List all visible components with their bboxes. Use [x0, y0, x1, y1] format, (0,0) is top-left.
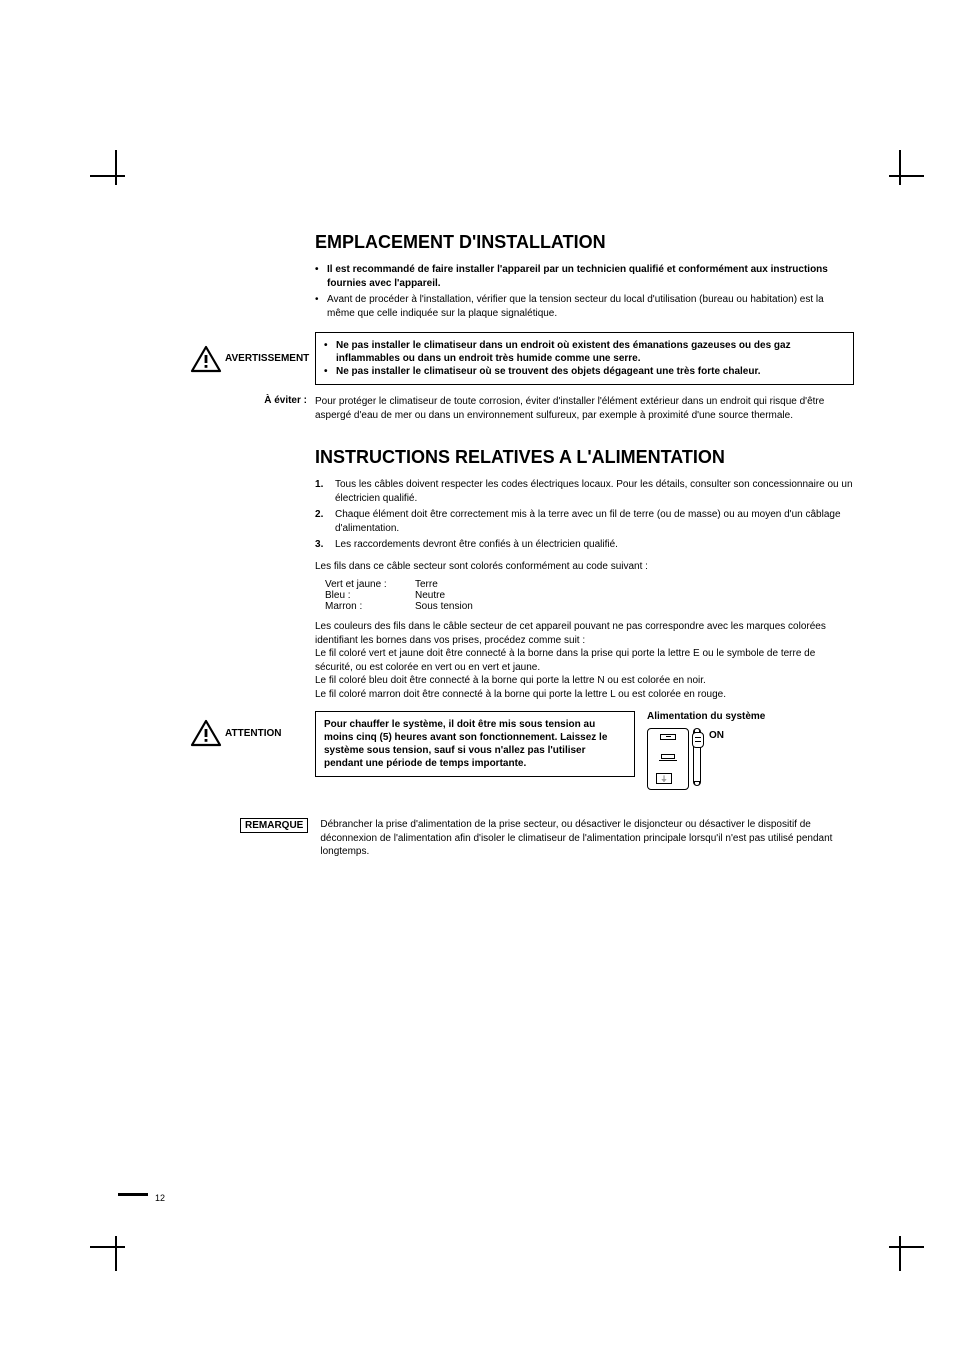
wire-function: Neutre [415, 590, 445, 601]
warning-block: AVERTISSEMENT Ne pas installer le climat… [190, 332, 854, 385]
wire-color: Vert et jaune : [325, 579, 415, 590]
remark-text: Débrancher la prise d'alimentation de la… [320, 818, 854, 859]
on-label: ON [709, 730, 724, 741]
list-item: Tous les câbles doivent respecter les co… [315, 478, 854, 505]
warning-icon-block: AVERTISSEMENT [190, 345, 315, 373]
warning-box: Ne pas installer le climatiseur dans un … [315, 332, 854, 385]
section1-bullets: Il est recommandé de faire installer l'a… [315, 263, 854, 320]
aviter-label: À éviter : [190, 395, 315, 422]
section2-title: INSTRUCTIONS RELATIVES A L'ALIMENTATION [315, 447, 854, 468]
wire-para: Le fil coloré vert et jaune doit être co… [315, 647, 854, 674]
breaker-box-icon: ⏚ [647, 728, 689, 790]
list-item: Chaque élément doit être correctement mi… [315, 508, 854, 535]
power-diagram: ⏚ ON [647, 728, 765, 790]
wire-para: Les couleurs des fils dans le câble sect… [315, 620, 854, 647]
attention-row: ATTENTION Pour chauffer le système, il d… [190, 711, 854, 790]
remark-label: REMARQUE [240, 818, 308, 833]
remark-row: REMARQUE Débrancher la prise d'alimentat… [190, 818, 854, 859]
page-number-bar [118, 1193, 148, 1196]
wire-color: Bleu : [325, 590, 415, 601]
bullet-item: Il est recommandé de faire installer l'a… [315, 263, 854, 290]
warning-triangle-icon [190, 345, 222, 373]
wire-para: Le fil coloré bleu doit être connecté à … [315, 674, 854, 688]
warning-triangle-icon [190, 719, 222, 747]
page-content: EMPLACEMENT D'INSTALLATION Il est recomm… [190, 232, 854, 859]
attention-box: Pour chauffer le système, il doit être m… [315, 711, 635, 777]
attention-icon-block: ATTENTION [190, 719, 315, 747]
wire-para: Le fil coloré marron doit être connecté … [315, 688, 854, 702]
aviter-text: Pour protéger le climatiseur de toute co… [315, 395, 854, 422]
warning-label: AVERTISSEMENT [225, 353, 309, 364]
power-section: Alimentation du système ⏚ ON [647, 711, 765, 790]
bullet-item: Avant de procéder à l'installation, véri… [315, 293, 854, 320]
wire-function: Sous tension [415, 601, 473, 612]
numbered-list: Tous les câbles doivent respecter les co… [315, 478, 854, 552]
wire-function: Terre [415, 579, 438, 590]
wires-intro: Les fils dans ce câble secteur sont colo… [315, 560, 854, 574]
warning-item: Ne pas installer le climatiseur dans un … [324, 339, 845, 365]
aviter-row: À éviter : Pour protéger le climatiseur … [190, 395, 854, 422]
switch-icon [693, 728, 701, 786]
section1-title: EMPLACEMENT D'INSTALLATION [315, 232, 854, 253]
attention-label: ATTENTION [225, 728, 281, 739]
list-item: Les raccordements devront être confiés à… [315, 538, 854, 552]
wire-color: Marron : [325, 601, 415, 612]
wire-table: Vert et jaune :Terre Bleu :Neutre Marron… [325, 579, 854, 612]
power-title: Alimentation du système [647, 711, 765, 722]
warning-item: Ne pas installer le climatiseur où se tr… [324, 365, 845, 378]
page-number: 12 [155, 1193, 165, 1203]
